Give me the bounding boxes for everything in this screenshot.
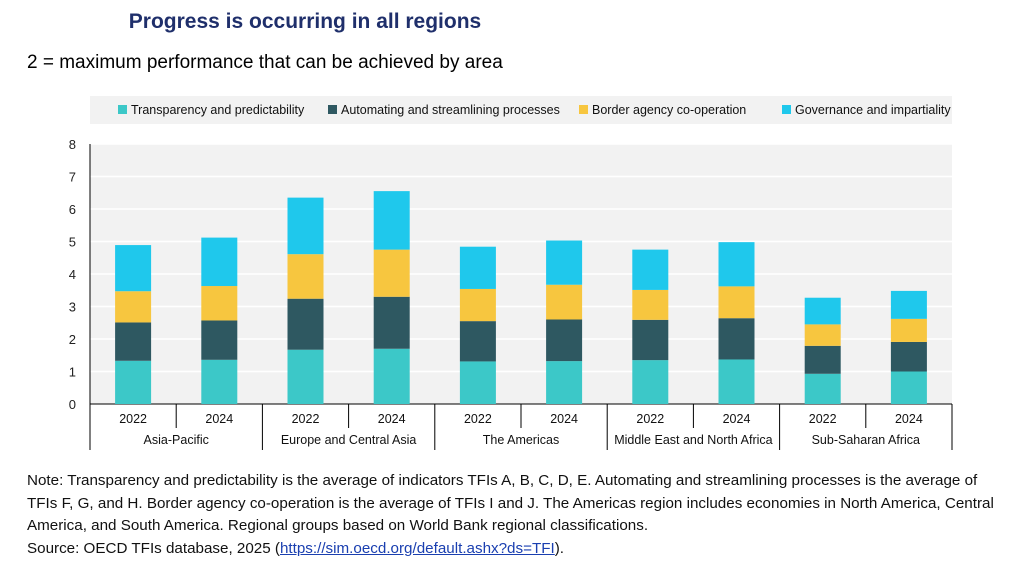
bar-segment (718, 242, 755, 287)
group-label: Sub-Saharan Africa (812, 433, 920, 447)
legend-background (90, 96, 952, 124)
bar-segment (287, 349, 324, 404)
group-label: Asia-Pacific (144, 433, 209, 447)
bar-segment (201, 237, 238, 287)
y-tick-label: 8 (69, 137, 76, 152)
bar-segment (718, 286, 755, 319)
x-tick-label: 2022 (636, 412, 664, 426)
legend-label: Transparency and predictability (131, 103, 305, 117)
bar-segment (459, 246, 496, 289)
bar-segment (890, 318, 927, 342)
bar-segment (632, 289, 669, 320)
legend-label: Governance and impartiality (795, 103, 951, 117)
x-tick-label: 2022 (292, 412, 320, 426)
y-tick-label: 5 (69, 235, 76, 250)
bar-segment (373, 348, 410, 404)
legend-swatch (118, 105, 127, 114)
y-tick-label: 7 (69, 170, 76, 185)
bar-segment (632, 249, 669, 290)
bar-segment (115, 360, 152, 404)
x-tick-label: 2024 (895, 412, 923, 426)
bar-segment (804, 373, 841, 404)
source-suffix: ). (554, 539, 565, 557)
y-tick-label: 3 (69, 300, 76, 315)
x-tick-label: 2024 (723, 412, 751, 426)
bar-segment (201, 359, 238, 404)
group-label: The Americas (483, 433, 559, 447)
note-text: Note: Transparency and predictability is… (27, 472, 994, 534)
x-tick-label: 2022 (809, 412, 837, 426)
group-label: Middle East and North Africa (614, 433, 772, 447)
source-link[interactable]: https://sim.oecd.org/default.ashx?ds=TFI (279, 539, 555, 557)
x-tick-label: 2022 (119, 412, 147, 426)
source-prefix: Source: OECD TFIs database, 2025 ( (27, 539, 280, 557)
bar-segment (546, 240, 583, 285)
chart-subtitle: 2 = maximum performance that can be achi… (27, 52, 503, 73)
chart-title: Progress is occurring in all regions (128, 10, 482, 33)
bar-segment (804, 324, 841, 346)
bar-segment (890, 371, 927, 404)
y-tick-label: 2 (69, 332, 76, 347)
bar-segment (632, 360, 669, 404)
bar-segment (115, 245, 152, 292)
bar-segment (890, 290, 927, 319)
bar-segment (287, 254, 324, 299)
legend-label: Border agency co-operation (592, 103, 746, 117)
y-tick-label: 4 (69, 267, 76, 282)
bar-segment (115, 291, 152, 323)
legend-swatch (782, 105, 791, 114)
bar-segment (373, 296, 410, 349)
stacked-bar-chart: Transparency and predictability Automatin… (69, 96, 953, 450)
bar-segment (890, 341, 927, 372)
bar-segment (718, 318, 755, 360)
bar-segment (115, 322, 152, 361)
bar-segment (201, 286, 238, 321)
bar-segment (373, 191, 410, 250)
y-tick-label: 1 (69, 365, 76, 380)
legend-label: Automating and streamlining processes (341, 103, 560, 117)
x-tick-label: 2024 (378, 412, 406, 426)
source-line: Source: OECD TFIs database, 2025 (https:… (27, 538, 1002, 561)
x-tick-label: 2024 (550, 412, 578, 426)
bar-segment (287, 298, 324, 350)
bar-segment (373, 249, 410, 297)
bar-segment (804, 297, 841, 325)
legend-swatch (328, 105, 337, 114)
bar-segment (718, 359, 755, 404)
bar-segment (546, 319, 583, 362)
bar-segment (804, 345, 841, 374)
bar-segment (546, 284, 583, 320)
bar-segment (459, 321, 496, 362)
bar-segment (287, 197, 324, 255)
legend-swatch (579, 105, 588, 114)
y-tick-label: 0 (69, 397, 76, 412)
bar-segment (201, 320, 238, 360)
y-tick-label: 6 (69, 202, 76, 217)
x-tick-label: 2022 (464, 412, 492, 426)
bar-segment (632, 319, 669, 361)
bar-segment (459, 288, 496, 322)
bar-segment (459, 361, 496, 404)
group-label: Europe and Central Asia (281, 433, 417, 447)
bar-segment (546, 361, 583, 404)
x-tick-label: 2024 (205, 412, 233, 426)
chart-note: Note: Transparency and predictability is… (27, 470, 1002, 560)
